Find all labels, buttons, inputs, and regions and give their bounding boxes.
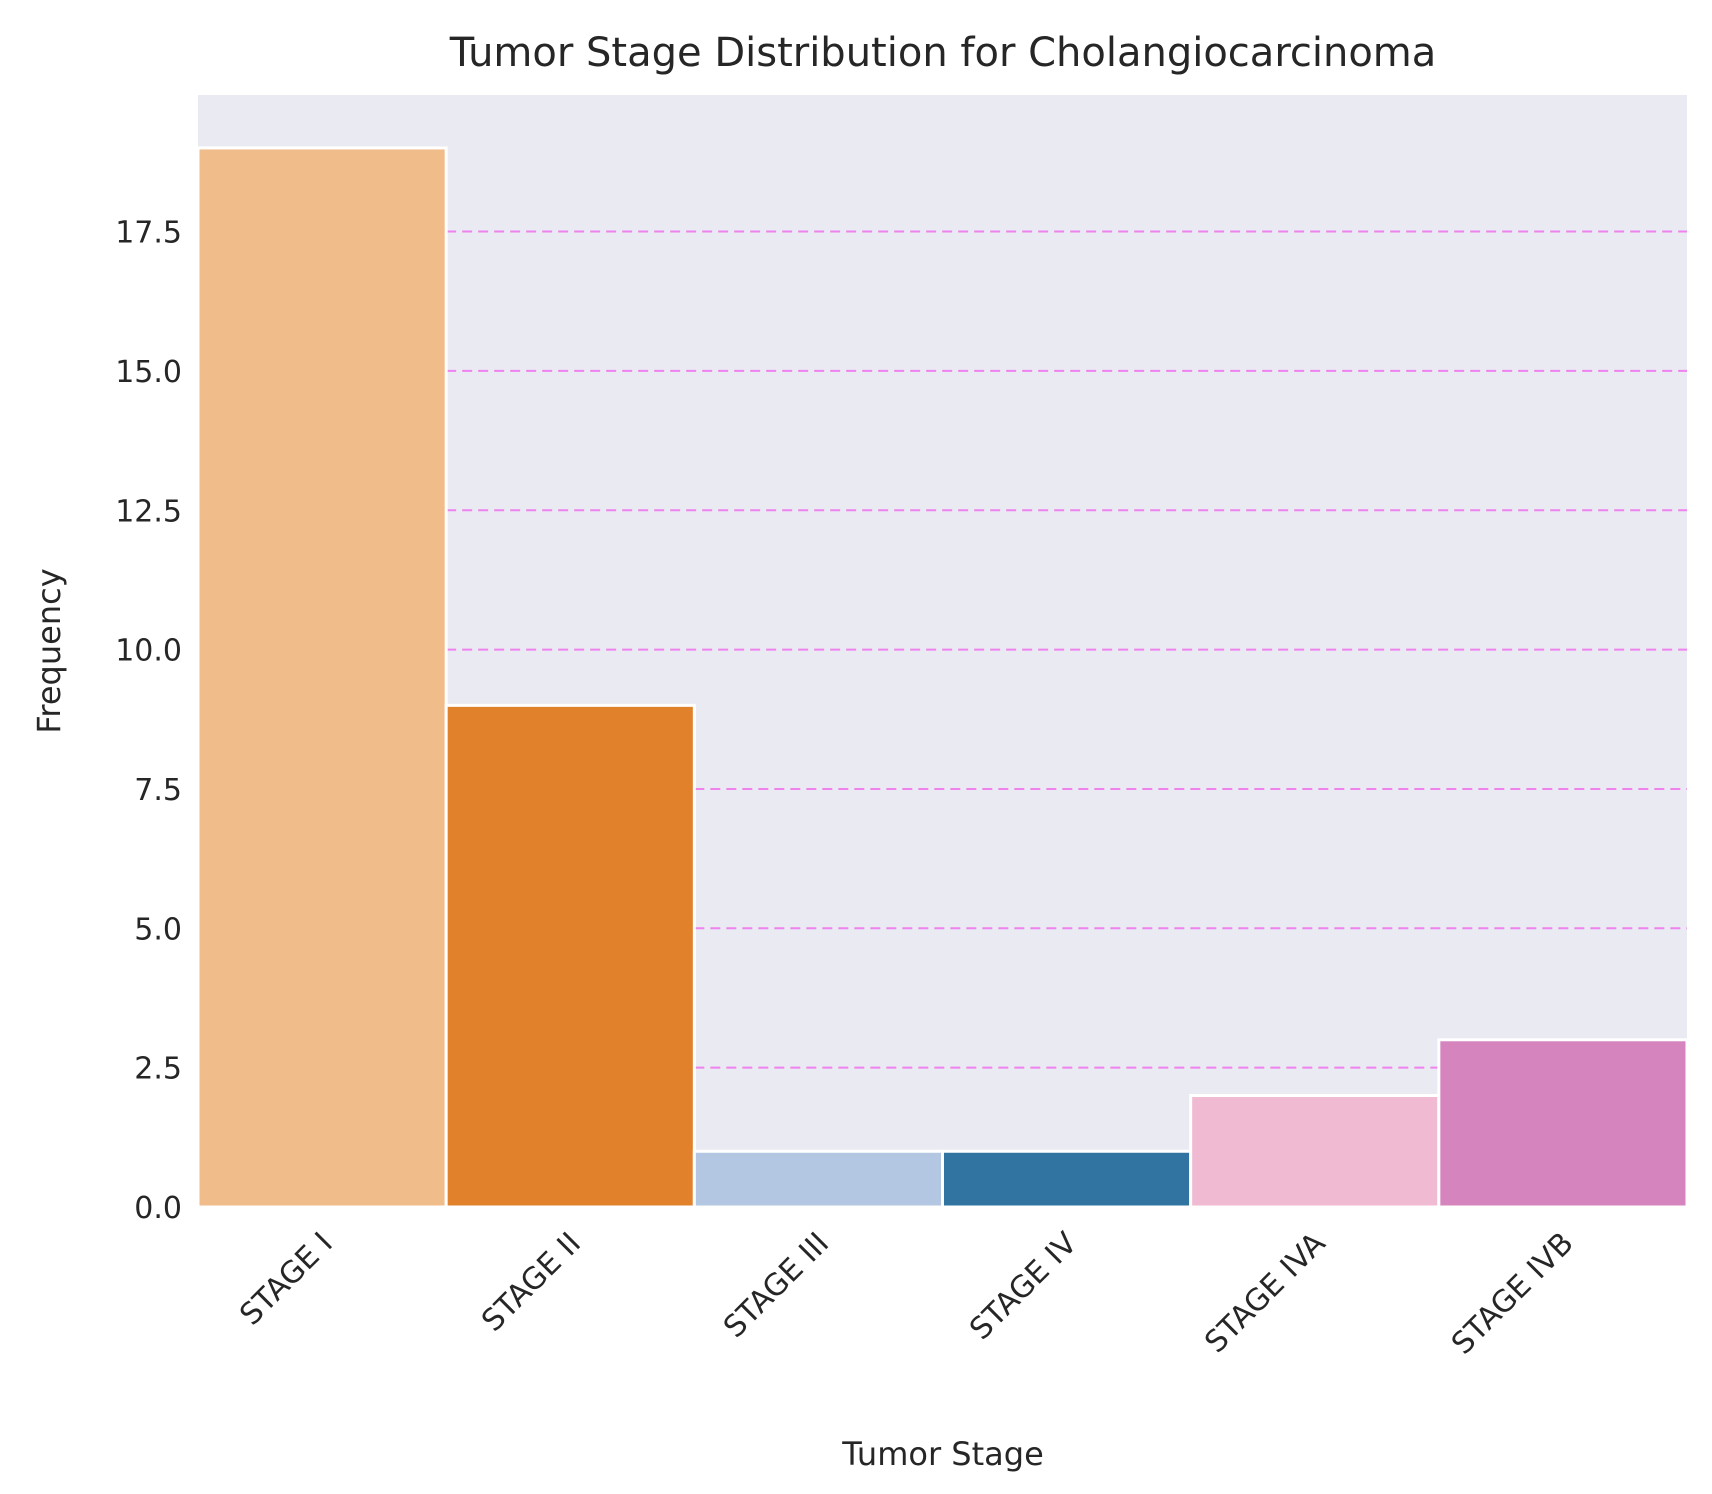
x-axis-label: Tumor Stage — [841, 1435, 1044, 1473]
bar-stage-ivb — [1437, 1038, 1689, 1209]
x-tick-label: STAGE III — [717, 1226, 836, 1345]
x-axis-ticks: STAGE I STAGE II STAGE III STAGE IV STAGE IV… — [233, 1226, 1580, 1362]
bar-stage-iv — [941, 1149, 1193, 1209]
y-tick-label: 5.0 — [134, 912, 182, 947]
bars — [196, 146, 1689, 1209]
x-tick-label: STAGE IVB — [1445, 1226, 1581, 1362]
bar-stage-i — [196, 146, 448, 1209]
bar-stage-iii — [692, 1149, 944, 1209]
x-tick-label: STAGE I — [233, 1226, 340, 1333]
y-tick-label: 10.0 — [115, 634, 182, 669]
y-tick-label: 7.5 — [134, 773, 182, 808]
x-tick-label: STAGE IVA — [1198, 1226, 1333, 1361]
y-axis-ticks: 0.0 2.5 5.0 7.5 10.0 12.5 15.0 17.5 — [115, 216, 182, 1226]
grid-lines — [446, 230, 1687, 1069]
y-tick-label: 0.0 — [134, 1191, 182, 1226]
y-tick-label: 17.5 — [115, 216, 182, 251]
y-tick-label: 15.0 — [115, 355, 182, 390]
bar-stage-ii — [444, 703, 696, 1209]
x-tick-label: STAGE II — [475, 1226, 588, 1339]
bar-stage-iva — [1189, 1094, 1441, 1209]
y-axis-label: Frequency — [30, 568, 68, 733]
chart-title: Tumor Stage Distribution for Cholangioca… — [449, 30, 1437, 76]
y-tick-label: 12.5 — [115, 494, 182, 529]
y-tick-label: 2.5 — [134, 1052, 182, 1087]
x-tick-label: STAGE IV — [963, 1226, 1084, 1347]
